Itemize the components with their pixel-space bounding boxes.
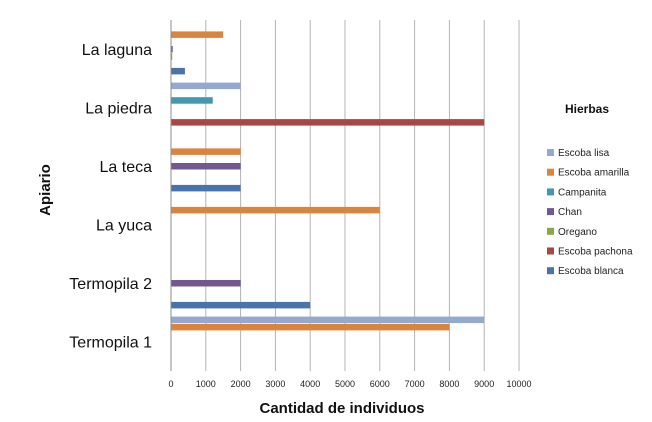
bar-campanita bbox=[171, 97, 213, 104]
bar-escoba-lisa bbox=[171, 316, 485, 324]
legend-label: Oregano bbox=[558, 227, 597, 238]
x-tick-label: 2000 bbox=[231, 379, 251, 389]
x-tick-label: 7000 bbox=[405, 379, 425, 389]
category-labels: Termopila 1 Termopila 2 La yuca La teca La p… bbox=[69, 42, 152, 352]
bar-escoba-blanca bbox=[171, 67, 185, 75]
category-label: Termopila 2 bbox=[69, 276, 152, 293]
bar-chan bbox=[171, 163, 241, 170]
bar-escoba-pachona bbox=[171, 119, 485, 126]
legend-title: Hierbas bbox=[565, 102, 609, 116]
x-tick-label: 6000 bbox=[370, 379, 390, 389]
legend-label: Escoba pachona bbox=[558, 247, 633, 258]
legend-swatch bbox=[547, 227, 554, 235]
bar-escoba-amarilla bbox=[171, 148, 241, 155]
legend-label: Campanita bbox=[558, 187, 607, 198]
bars bbox=[171, 31, 485, 331]
bar-escoba-amarilla bbox=[171, 206, 380, 214]
x-axis-title: Cantidad de individuos bbox=[259, 400, 424, 417]
category-label: Termopila 1 bbox=[69, 334, 152, 351]
bar-chan bbox=[171, 280, 241, 287]
x-tick-label: 4000 bbox=[300, 379, 320, 389]
x-tick-label: 9000 bbox=[474, 379, 494, 389]
category-label: La yuca bbox=[96, 217, 152, 234]
bar-oregano bbox=[171, 53, 173, 60]
x-tick-label: 8000 bbox=[439, 379, 459, 389]
bar-chan bbox=[171, 46, 173, 53]
x-tick-label: 0 bbox=[168, 379, 173, 389]
legend-swatch bbox=[547, 188, 554, 196]
legend-label: Escoba amarilla bbox=[558, 168, 630, 179]
bar-escoba-blanca bbox=[171, 301, 311, 309]
legend-label: Chan bbox=[558, 207, 582, 218]
legend-swatch bbox=[547, 208, 554, 216]
category-label: La laguna bbox=[82, 42, 152, 59]
bar-escoba-amarilla bbox=[171, 323, 450, 331]
x-tick-label: 3000 bbox=[265, 379, 285, 389]
x-tick-label: 5000 bbox=[335, 379, 355, 389]
bar-escoba-blanca bbox=[171, 184, 241, 192]
x-tick-labels: 0 1000 2000 3000 4000 5000 6000 7000 8000 9000 100… bbox=[168, 379, 531, 389]
x-tick-label: 10000 bbox=[506, 379, 531, 389]
legend-swatch bbox=[547, 168, 554, 176]
category-label: La piedra bbox=[85, 100, 152, 117]
bar-escoba-lisa bbox=[171, 82, 241, 90]
y-axis-title: Apiario bbox=[37, 164, 54, 216]
gridlines bbox=[205, 20, 520, 371]
bar-escoba-amarilla bbox=[171, 31, 224, 38]
legend-swatch bbox=[547, 267, 554, 275]
legend-label: Escoba lisa bbox=[558, 148, 610, 159]
category-label: La teca bbox=[100, 159, 153, 176]
legend-swatch bbox=[547, 247, 554, 255]
legend-label: Escoba blanca bbox=[558, 266, 624, 277]
x-tick-label: 1000 bbox=[196, 379, 216, 389]
legend: Escoba lisa Escoba amarilla Campanita Chan O… bbox=[547, 148, 633, 277]
legend-swatch bbox=[547, 149, 554, 156]
